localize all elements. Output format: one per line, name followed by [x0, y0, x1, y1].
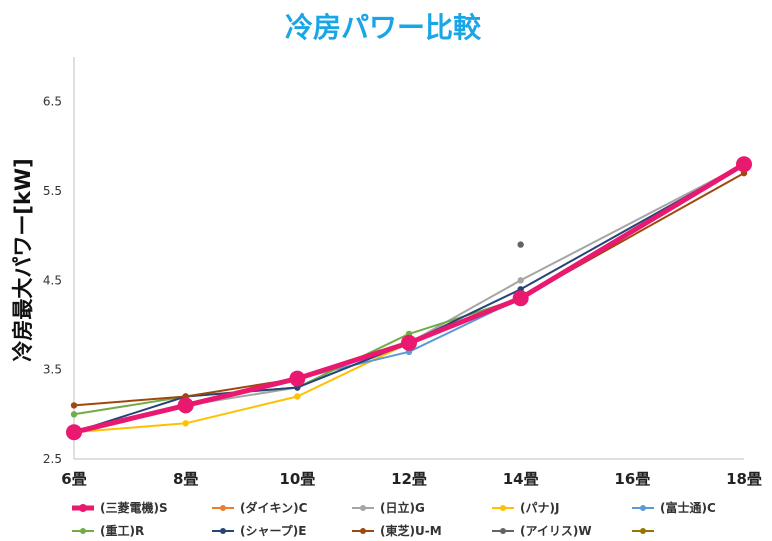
y-axis-label: 冷房最大パワー[kW]: [11, 158, 35, 361]
x-tick-label: 10畳: [279, 470, 315, 488]
series-line: [73, 172, 745, 407]
legend-item: (日立)G: [352, 500, 425, 515]
y-tick-label: 5.5: [43, 184, 62, 198]
series-line: [73, 162, 746, 435]
legend-swatch-marker: [360, 505, 366, 511]
series-line: [73, 163, 745, 434]
x-tick-label: 6畳: [61, 470, 86, 488]
y-tick-label: 3.5: [43, 363, 62, 377]
axes: 2.5 3.5 4.5 5.5 6.5 6畳 8畳 10畳 12畳 14畳 16畳 18畳: [43, 57, 762, 488]
data-point: [517, 277, 524, 284]
legend-item: (パナ)J: [492, 501, 559, 515]
legend-item: [632, 528, 654, 534]
legend-label: (三菱電機)S: [100, 500, 168, 515]
legend-label: (富士通)C: [660, 500, 716, 515]
x-tick-label: 12畳: [391, 470, 427, 488]
legend-item: (三菱電機)S: [72, 500, 168, 515]
data-point: [294, 393, 301, 400]
series-line: [73, 163, 745, 434]
series-line: [73, 163, 745, 434]
legend: (三菱電機)S (ダイキン)C (日立)G (パナ)J (富士通)C (重工)R (シャープ…: [72, 500, 716, 538]
x-tick-label: 16畳: [614, 470, 650, 488]
data-point: [512, 290, 529, 307]
series-1: [70, 161, 748, 436]
legend-swatch-marker: [640, 505, 646, 511]
legend-label: (ダイキン)C: [240, 500, 308, 515]
legend-item: (重工)R: [72, 523, 144, 538]
legend-label: (日立)G: [380, 500, 425, 515]
legend-label: (重工)R: [100, 523, 144, 538]
x-tick-label: 8畳: [173, 470, 198, 488]
data-point: [70, 411, 78, 418]
data-point: [177, 397, 194, 414]
series-0: [66, 156, 752, 441]
data-point: [517, 241, 524, 248]
x-tick-label: 18畳: [726, 470, 762, 488]
series-group: [66, 156, 752, 441]
series-8: [517, 241, 524, 248]
x-tick-label: 14畳: [503, 470, 539, 488]
legend-swatch-marker: [220, 528, 226, 534]
legend-item: (東芝)U-M: [352, 523, 442, 538]
data-point: [401, 334, 417, 351]
legend-swatch-marker: [500, 505, 506, 511]
series-4: [70, 161, 748, 436]
series-2: [70, 161, 748, 436]
legend-label: (シャープ)E: [240, 523, 306, 538]
data-point: [66, 424, 82, 441]
data-point: [736, 156, 752, 173]
legend-label: (東芝)U-M: [380, 523, 442, 538]
data-point: [182, 420, 189, 427]
legend-item: (富士通)C: [632, 500, 716, 515]
legend-swatch-marker: [79, 504, 87, 512]
data-point: [70, 402, 78, 409]
legend-swatch-marker: [360, 528, 366, 534]
series-5: [70, 161, 748, 418]
legend-swatch-marker: [640, 528, 646, 534]
series-6: [70, 161, 748, 436]
legend-swatch-marker: [220, 505, 226, 511]
y-tick-label: 6.5: [43, 95, 62, 109]
legend-label: (パナ)J: [520, 501, 559, 515]
legend-label: (アイリス)W: [520, 524, 592, 538]
legend-item: (ダイキン)C: [212, 500, 308, 515]
legend-item: (シャープ)E: [212, 523, 306, 538]
legend-item: (アイリス)W: [492, 524, 592, 538]
legend-swatch-marker: [500, 528, 506, 534]
y-tick-label: 2.5: [43, 452, 62, 466]
series-line: [73, 163, 745, 416]
data-point: [289, 370, 306, 387]
y-tick-label: 4.5: [43, 273, 62, 287]
series-line: [73, 163, 745, 434]
series-7: [70, 169, 748, 409]
chart-title: 冷房パワー比較: [285, 11, 482, 44]
series-3: [70, 161, 748, 436]
legend-swatch-marker: [80, 528, 86, 534]
series-line: [73, 163, 745, 434]
